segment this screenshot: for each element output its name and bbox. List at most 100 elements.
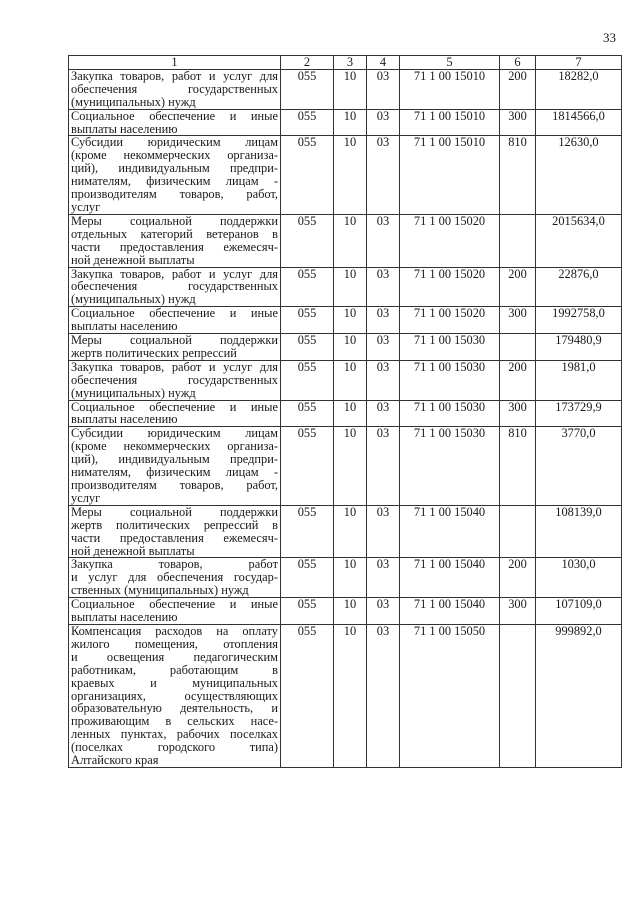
subsection-code: 03: [366, 108, 400, 137]
table-row: Закупка товаров, работ и услуг для обеспе…: [68, 557, 622, 599]
table-row: Субсидии юридическим лицам (кроме некомме…: [68, 426, 622, 506]
description-line: услуг: [71, 200, 101, 214]
target-article-code: 71 1 00 15030: [399, 399, 500, 428]
ministry-code: 055: [280, 623, 334, 768]
ministry-code: 055: [280, 399, 334, 428]
amount: 3770,0: [535, 426, 622, 506]
target-article-code: 71 1 00 15020: [399, 266, 500, 308]
row-description: Закупка товаров, работ и услуг для обеспе…: [68, 359, 281, 401]
description-line: Меры социальной поддержки: [71, 334, 278, 347]
amount: 22876,0: [535, 266, 622, 308]
description-line: (муниципальных) нужд: [71, 386, 196, 400]
description-line: ленных пунктах, рабочих поселках: [71, 728, 278, 742]
target-article-code: 71 1 00 15030: [399, 426, 500, 506]
expense-type-code: 200: [499, 557, 536, 599]
row-description: Социальное обеспечение и иные выплаты нас…: [68, 306, 281, 335]
description-line: нимателям, физическим лицам -: [71, 175, 278, 189]
table-row: Социальное обеспечение и иные выплаты нас…: [68, 399, 622, 428]
amount: 12630,0: [535, 135, 622, 215]
description-line: части предоставления ежемесяч-: [71, 531, 278, 545]
description-line: краевых и муниципальных: [71, 676, 278, 690]
table-row: Меры социальной поддержки жертв политичес…: [68, 504, 622, 559]
ministry-code: 055: [280, 359, 334, 401]
section-code: 10: [333, 504, 367, 559]
description-line: (поселках городского типа): [71, 741, 278, 755]
row-description: Социальное обеспечение и иные выплаты нас…: [68, 108, 281, 137]
page-number: 33: [603, 30, 616, 45]
subsection-code: 03: [366, 623, 400, 768]
table-row: Компенсация расходов на оплату жилого пом…: [68, 623, 622, 768]
amount: 107109,0: [535, 597, 622, 625]
subsection-code: 03: [366, 306, 400, 335]
ministry-code: 055: [280, 108, 334, 137]
section-code: 10: [333, 135, 367, 215]
description-line: ной денежной выплаты: [71, 544, 195, 558]
column-header: 1: [68, 55, 281, 70]
description-line: Субсидии юридическим лицам: [71, 136, 278, 150]
section-code: 10: [333, 359, 367, 401]
expense-type-code: 300: [499, 306, 536, 335]
column-header: 3: [333, 55, 367, 70]
description-line: жертв политических репрессий в: [71, 518, 278, 532]
description-line: и освещения педагогическим: [71, 650, 278, 664]
subsection-code: 03: [366, 135, 400, 215]
row-description: Закупка товаров, работ и услуг для обеспе…: [68, 557, 281, 599]
ministry-code: 055: [280, 213, 334, 268]
description-line: Меры социальной поддержки: [71, 505, 278, 519]
target-article-code: 71 1 00 15020: [399, 213, 500, 268]
expense-type-code: [499, 504, 536, 559]
description-line: работникам, работающим в: [71, 663, 278, 677]
section-code: 10: [333, 306, 367, 335]
column-header: 4: [366, 55, 400, 70]
row-description: Компенсация расходов на оплату жилого пом…: [68, 623, 281, 768]
amount: 999892,0: [535, 623, 622, 768]
description-line: (муниципальных) нужд: [71, 95, 196, 109]
expense-type-code: 200: [499, 68, 536, 110]
description-line: выплаты населению: [71, 611, 178, 624]
table-row: Закупка товаров, работ и услуг для обеспе…: [68, 266, 622, 308]
description-line: ственных (муниципальных) нужд: [71, 584, 249, 598]
ministry-code: 055: [280, 306, 334, 335]
subsection-code: 03: [366, 504, 400, 559]
description-line: Субсидии юридическим лицам: [71, 427, 278, 441]
description-line: обеспечения государственных: [71, 280, 278, 294]
ministry-code: 055: [280, 597, 334, 625]
description-line: отдельных категорий ветеранов в: [71, 227, 278, 241]
target-article-code: 71 1 00 15040: [399, 504, 500, 559]
description-line: части предоставления ежемесяч-: [71, 240, 278, 254]
ministry-code: 055: [280, 68, 334, 110]
description-line: и услуг для обеспечения государ-: [71, 571, 278, 585]
expense-type-code: 300: [499, 108, 536, 137]
description-line: проживающим в сельских насе-: [71, 715, 278, 729]
amount: 2015634,0: [535, 213, 622, 268]
description-line: Закупка товаров, работ и услуг для: [71, 267, 278, 281]
row-description: Субсидии юридическим лицам (кроме некомме…: [68, 135, 281, 215]
ministry-code: 055: [280, 426, 334, 506]
expense-type-code: [499, 213, 536, 268]
row-description: Социальное обеспечение и иные выплаты нас…: [68, 399, 281, 428]
target-article-code: 71 1 00 15010: [399, 135, 500, 215]
amount: 18282,0: [535, 68, 622, 110]
subsection-code: 03: [366, 426, 400, 506]
expense-type-code: 200: [499, 359, 536, 401]
header-row: 1 2 3 4 5 6 7: [68, 55, 622, 70]
amount: 173729,9: [535, 399, 622, 428]
target-article-code: 71 1 00 15040: [399, 557, 500, 599]
expense-type-code: 300: [499, 399, 536, 428]
row-description: Субсидии юридическим лицам (кроме некомме…: [68, 426, 281, 506]
section-code: 10: [333, 333, 367, 361]
row-description: Меры социальной поддержки отдельных катег…: [68, 213, 281, 268]
column-header: 7: [535, 55, 622, 70]
ministry-code: 055: [280, 266, 334, 308]
row-description: Меры социальной поддержки жертв политичес…: [68, 504, 281, 559]
subsection-code: 03: [366, 597, 400, 625]
description-line: обеспечения государственных: [71, 373, 278, 387]
target-article-code: 71 1 00 15030: [399, 333, 500, 361]
description-line: выплаты населению: [71, 413, 178, 427]
description-line: производителям товаров, работ,: [71, 479, 278, 492]
target-article-code: 71 1 00 15010: [399, 68, 500, 110]
subsection-code: 03: [366, 333, 400, 361]
subsection-code: 03: [366, 399, 400, 428]
description-line: Социальное обеспечение и иные: [71, 598, 278, 612]
subsection-code: 03: [366, 266, 400, 308]
